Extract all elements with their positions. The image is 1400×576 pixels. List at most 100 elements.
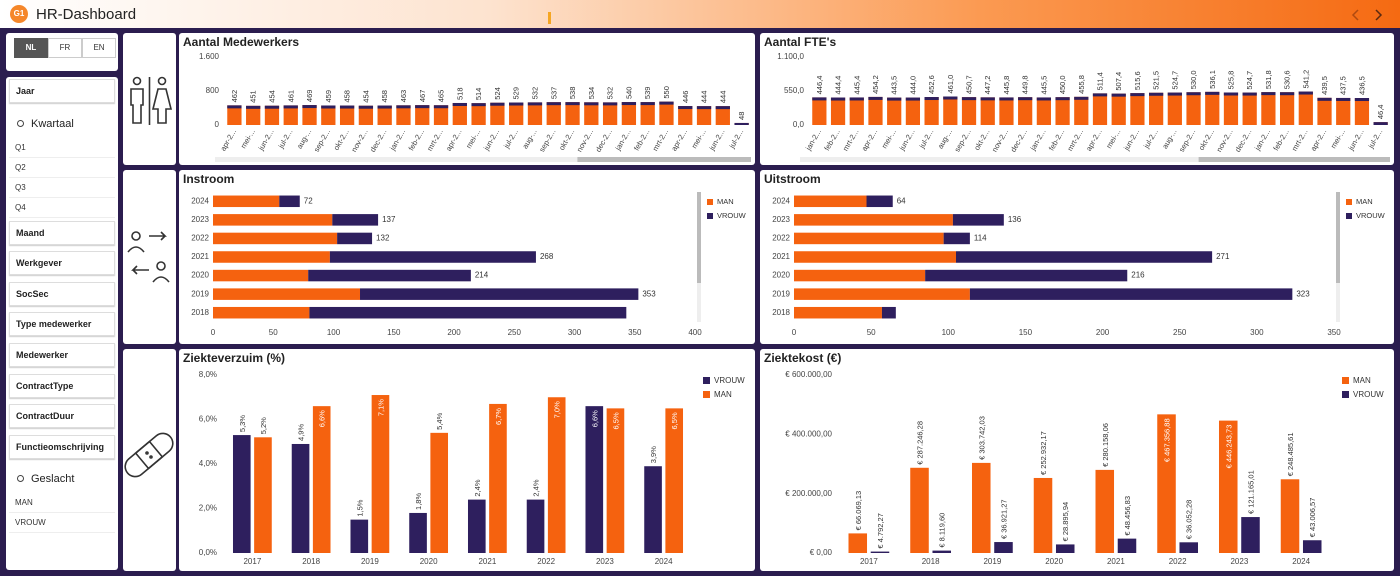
data-label: 521,5 [1152,71,1161,90]
filter-group: Geslacht MAN VROUW [6,465,118,534]
bar [1130,93,1145,125]
bar [371,395,390,553]
bar [1018,97,1033,125]
filter-dropdown[interactable]: Maand [9,220,115,245]
bar [471,103,486,125]
x-tick-label: apr-2... [444,128,464,153]
data-label: € 248.485,61 [1286,432,1295,476]
bar-cap [1205,91,1220,95]
legend-label: VROUW [1353,390,1384,399]
data-label: 458 [380,90,389,103]
bar-cap [321,105,336,109]
flow-icon [127,231,170,283]
chart-panel: Ziekteverzuim (%) 0,0% 2,0% 4,0% 6,0% 8,0% 5,3… [179,349,755,571]
bar [665,408,684,553]
data-label: 5,4% [435,412,444,429]
bar-cap [339,105,355,109]
bar [409,512,427,553]
language-button[interactable]: EN [82,38,116,58]
data-label: 1,5% [355,499,364,516]
bar-cap [1130,93,1145,97]
chart: Aantal FTE's 0,0 550,0 1.100,0 446,4 jan-2...… [764,35,1390,162]
bar-cap [1354,98,1370,102]
bar [606,408,625,553]
y-tick-label: 550,0 [784,86,805,95]
bar-segment [279,195,300,208]
chart-panel: Uitstroom 0 50 100 150 200 250 300 350 2024 64 2023… [760,170,1394,344]
x-tick-label: 350 [1327,328,1341,337]
filter-dropdown[interactable]: Jaar [9,79,115,103]
bar [830,97,846,125]
filter-dropdown[interactable]: Medewerker [9,342,115,367]
y-tick-label: € 0,00 [810,548,833,557]
filter-dropdown[interactable]: Type medewerker [9,312,115,337]
filter-option[interactable]: Q3 [9,178,115,198]
bar-segment [866,195,893,208]
bar-cap [1223,92,1239,96]
x-tick-label: sep-2... [1177,128,1197,154]
bar [433,105,449,125]
language-button[interactable]: FR [48,38,82,58]
bar [1354,98,1370,125]
x-tick-label: jan-2... [613,128,633,153]
total-label: 64 [897,196,906,205]
bar [812,97,827,125]
legend-swatch [703,391,710,398]
bar [1117,538,1137,553]
bar-cap [546,102,561,106]
bar [358,105,374,125]
filter-dropdown[interactable]: Functieomschrijving [9,434,115,459]
data-label: 532 [606,87,615,100]
bar [1111,93,1126,125]
filter-dropdown[interactable]: ContractType [9,373,115,398]
nav-arrows[interactable] [1350,8,1386,22]
filter-dropdown[interactable]: SocSec [9,281,115,306]
bar [678,106,693,125]
bar-cap [943,96,958,100]
filter-option[interactable]: Q1 [9,138,115,158]
data-label: 444 [718,91,727,104]
bar-cap [565,102,580,106]
data-label: 6,5% [611,412,620,429]
bar-cap [452,102,467,106]
y-tick-label: € 200.000,00 [785,489,832,498]
data-label: € 287.246,28 [916,421,925,465]
x-tick-label: 2019 [983,557,1001,566]
x-tick-label: 150 [387,328,401,337]
x-tick-label: mrt-2... [841,128,861,153]
bar [430,432,449,553]
data-label: 454 [267,90,276,103]
bar-cap [1336,97,1351,101]
data-label: 530,0 [1189,70,1198,89]
filter-option[interactable]: Q2 [9,158,115,178]
x-tick-label: aug-... [520,128,538,151]
x-tick-label: 2023 [596,557,614,566]
x-tick-label: jul-2... [1366,128,1385,151]
filter-option[interactable]: MAN [9,493,115,514]
restroom-icon [130,76,173,125]
data-label: 531,8 [1264,70,1273,89]
y-tick-label: 2022 [772,234,790,243]
filter-dropdown[interactable]: Werkgever [9,251,115,276]
data-label: € 36.921,27 [999,499,1008,539]
filter-option[interactable]: VROUW [9,513,115,534]
x-tick-label: 2021 [478,557,496,566]
filter-option[interactable]: Q4 [9,198,115,218]
filter-dropdown[interactable]: ContractDuur [9,404,115,429]
language-button[interactable]: NL [14,38,48,58]
y-tick-label: 8,0% [199,370,217,379]
total-label: 216 [1131,271,1145,280]
bar [1242,92,1257,125]
x-tick-label: 250 [508,328,522,337]
data-label: 445,8 [1002,76,1011,95]
x-tick-label: jan-2... [387,128,407,153]
language-panel: NL FR EN [6,33,118,71]
data-label: 469 [305,90,314,103]
bar [980,97,995,125]
x-tick-label: 2020 [1045,557,1063,566]
y-tick-label: 4,0% [199,459,217,468]
bar [999,97,1014,125]
x-tick-label: jun-2... [256,128,276,153]
data-label: 550 [662,86,671,99]
